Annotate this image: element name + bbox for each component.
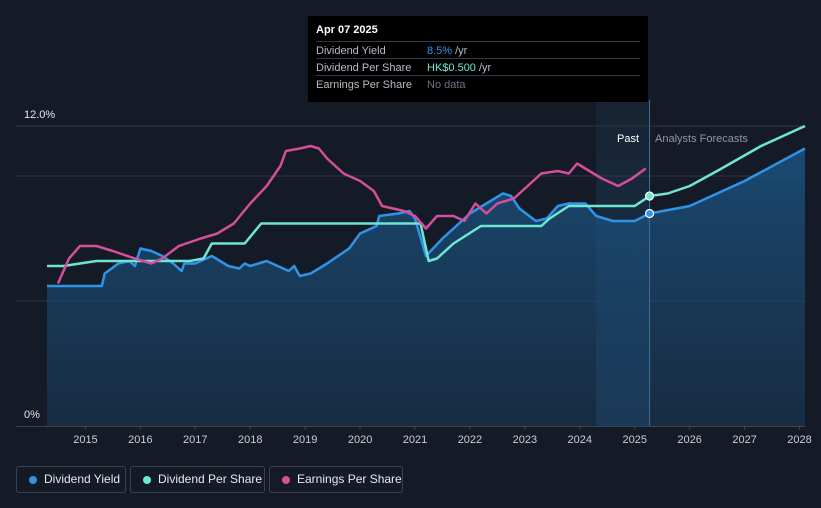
- legend-button-earnings-per-share[interactable]: Earnings Per Share: [269, 466, 403, 493]
- x-tick-label: 2019: [293, 434, 317, 446]
- tooltip-row-dividend-per-share: Dividend Per Share HK$0.500/yr: [316, 58, 640, 76]
- x-axis-ticks: 2015 2016 2017 2018 2019 2020 2021 2022 2023 2024…: [73, 426, 812, 446]
- dividend-yield-area: [47, 148, 805, 426]
- legend-label: Dividend Yield: [44, 472, 121, 486]
- x-tick-label: 2026: [677, 434, 701, 446]
- tooltip-label: Dividend Yield: [316, 45, 386, 57]
- dividend-per-share-marker: [644, 191, 655, 201]
- legend-dot-icon: [282, 476, 290, 484]
- legend-label: Earnings Per Share: [297, 472, 402, 486]
- legend-label: Dividend Per Share: [158, 472, 263, 486]
- forecast-label: Analysts Forecasts: [655, 133, 748, 145]
- legend-dot-icon: [29, 476, 37, 484]
- y-tick-label-bottom: 0%: [24, 409, 40, 421]
- x-tick-label: 2022: [458, 434, 482, 446]
- x-tick-label: 2027: [732, 434, 756, 446]
- x-tick-label: 2028: [787, 434, 811, 446]
- tooltip-unit: /yr: [478, 62, 492, 74]
- tooltip-value: HK$0.500: [427, 62, 476, 74]
- dividend-yield-marker: [644, 208, 655, 219]
- x-tick-label: 2017: [183, 434, 207, 446]
- x-tick-label: 2015: [73, 434, 97, 446]
- tooltip-row-earnings-per-share: Earnings Per Share No data: [316, 75, 640, 93]
- past-label: Past: [617, 133, 639, 145]
- x-tick-label: 2018: [238, 434, 262, 446]
- x-tick-label: 2016: [128, 434, 152, 446]
- x-tick-label: 2021: [403, 434, 427, 446]
- tooltip-unit: /yr: [455, 45, 468, 57]
- tooltip: Apr 07 2025 Dividend Yield 8.5%/yr Divid…: [308, 16, 648, 102]
- x-tick-label: 2024: [568, 434, 592, 446]
- tooltip-label: Earnings Per Share: [316, 79, 412, 91]
- legend-dot-icon: [143, 476, 151, 484]
- tooltip-date: Apr 07 2025: [316, 24, 378, 36]
- tooltip-label: Dividend Per Share: [316, 62, 412, 74]
- earnings-per-share-line: [56, 144, 647, 285]
- dividend-per-share-line: [47, 124, 806, 268]
- tooltip-value: No data: [427, 79, 466, 91]
- x-tick-label: 2023: [513, 434, 537, 446]
- series-layer: [47, 124, 806, 426]
- legend-button-dividend-per-share[interactable]: Dividend Per Share: [130, 466, 265, 493]
- markers: [644, 191, 655, 219]
- x-tick-label: 2020: [348, 434, 372, 446]
- y-tick-label-top: 12.0%: [24, 109, 55, 121]
- tooltip-value: 8.5%: [427, 45, 453, 57]
- x-tick-label: 2025: [622, 434, 646, 446]
- legend-button-dividend-yield[interactable]: Dividend Yield: [16, 466, 126, 493]
- tooltip-row-dividend-yield: Dividend Yield 8.5%/yr: [316, 41, 640, 59]
